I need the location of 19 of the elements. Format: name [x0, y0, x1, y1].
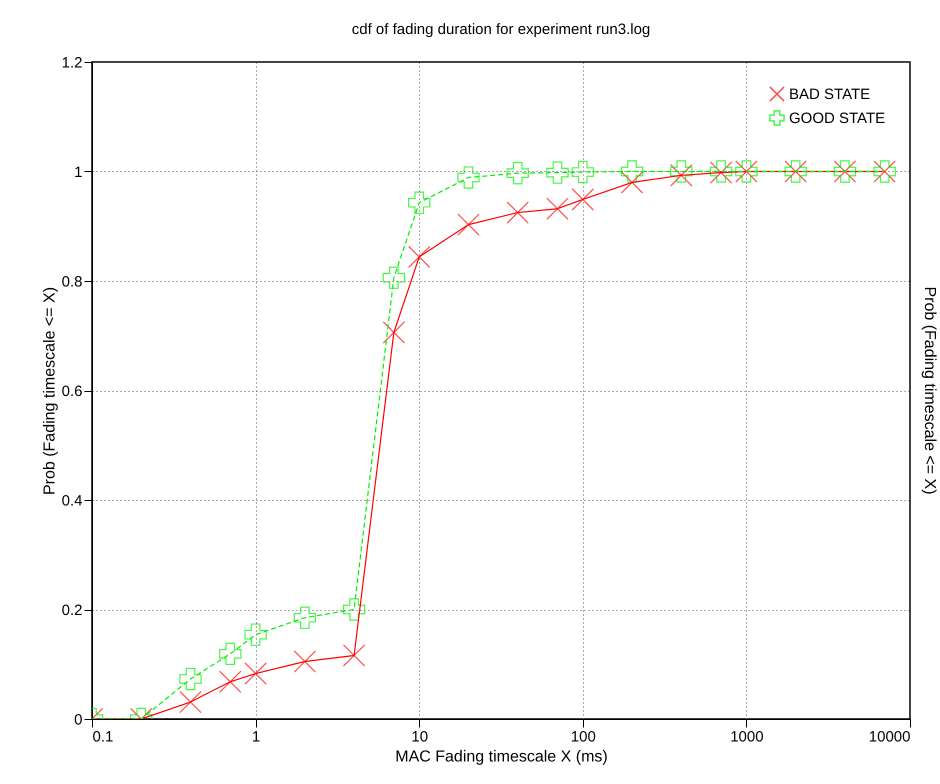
- x-tick-label: 100: [570, 728, 596, 746]
- y-tick-label: 0.2: [62, 602, 82, 619]
- x-tick-label: 10000: [868, 728, 910, 746]
- x-tick-label: 1000: [730, 728, 764, 746]
- x-tick-label: 0.1: [92, 728, 114, 746]
- legend-label: GOOD STATE: [789, 110, 886, 127]
- y-tick-label: 1: [74, 164, 82, 181]
- y2-axis-title: Prob (Fading timescale <= X): [921, 286, 938, 495]
- chart-title: cdf of fading duration for experiment run3.log: [352, 21, 650, 38]
- y-tick-label: 0.6: [62, 383, 82, 400]
- x-axis-title: MAC Fading timescale X (ms): [395, 748, 608, 766]
- y-tick-label: 1.2: [62, 54, 82, 72]
- y-tick-label: 0.8: [62, 274, 82, 290]
- y-axis-title: Prob (Fading timescale <= X): [42, 286, 59, 496]
- y-tick-label: 0: [74, 712, 82, 728]
- legend-label: BAD STATE: [789, 86, 870, 103]
- x-tick-label: 10: [411, 728, 428, 746]
- x-tick-label: 1: [252, 728, 260, 746]
- y-tick-label: 0.4: [62, 492, 82, 510]
